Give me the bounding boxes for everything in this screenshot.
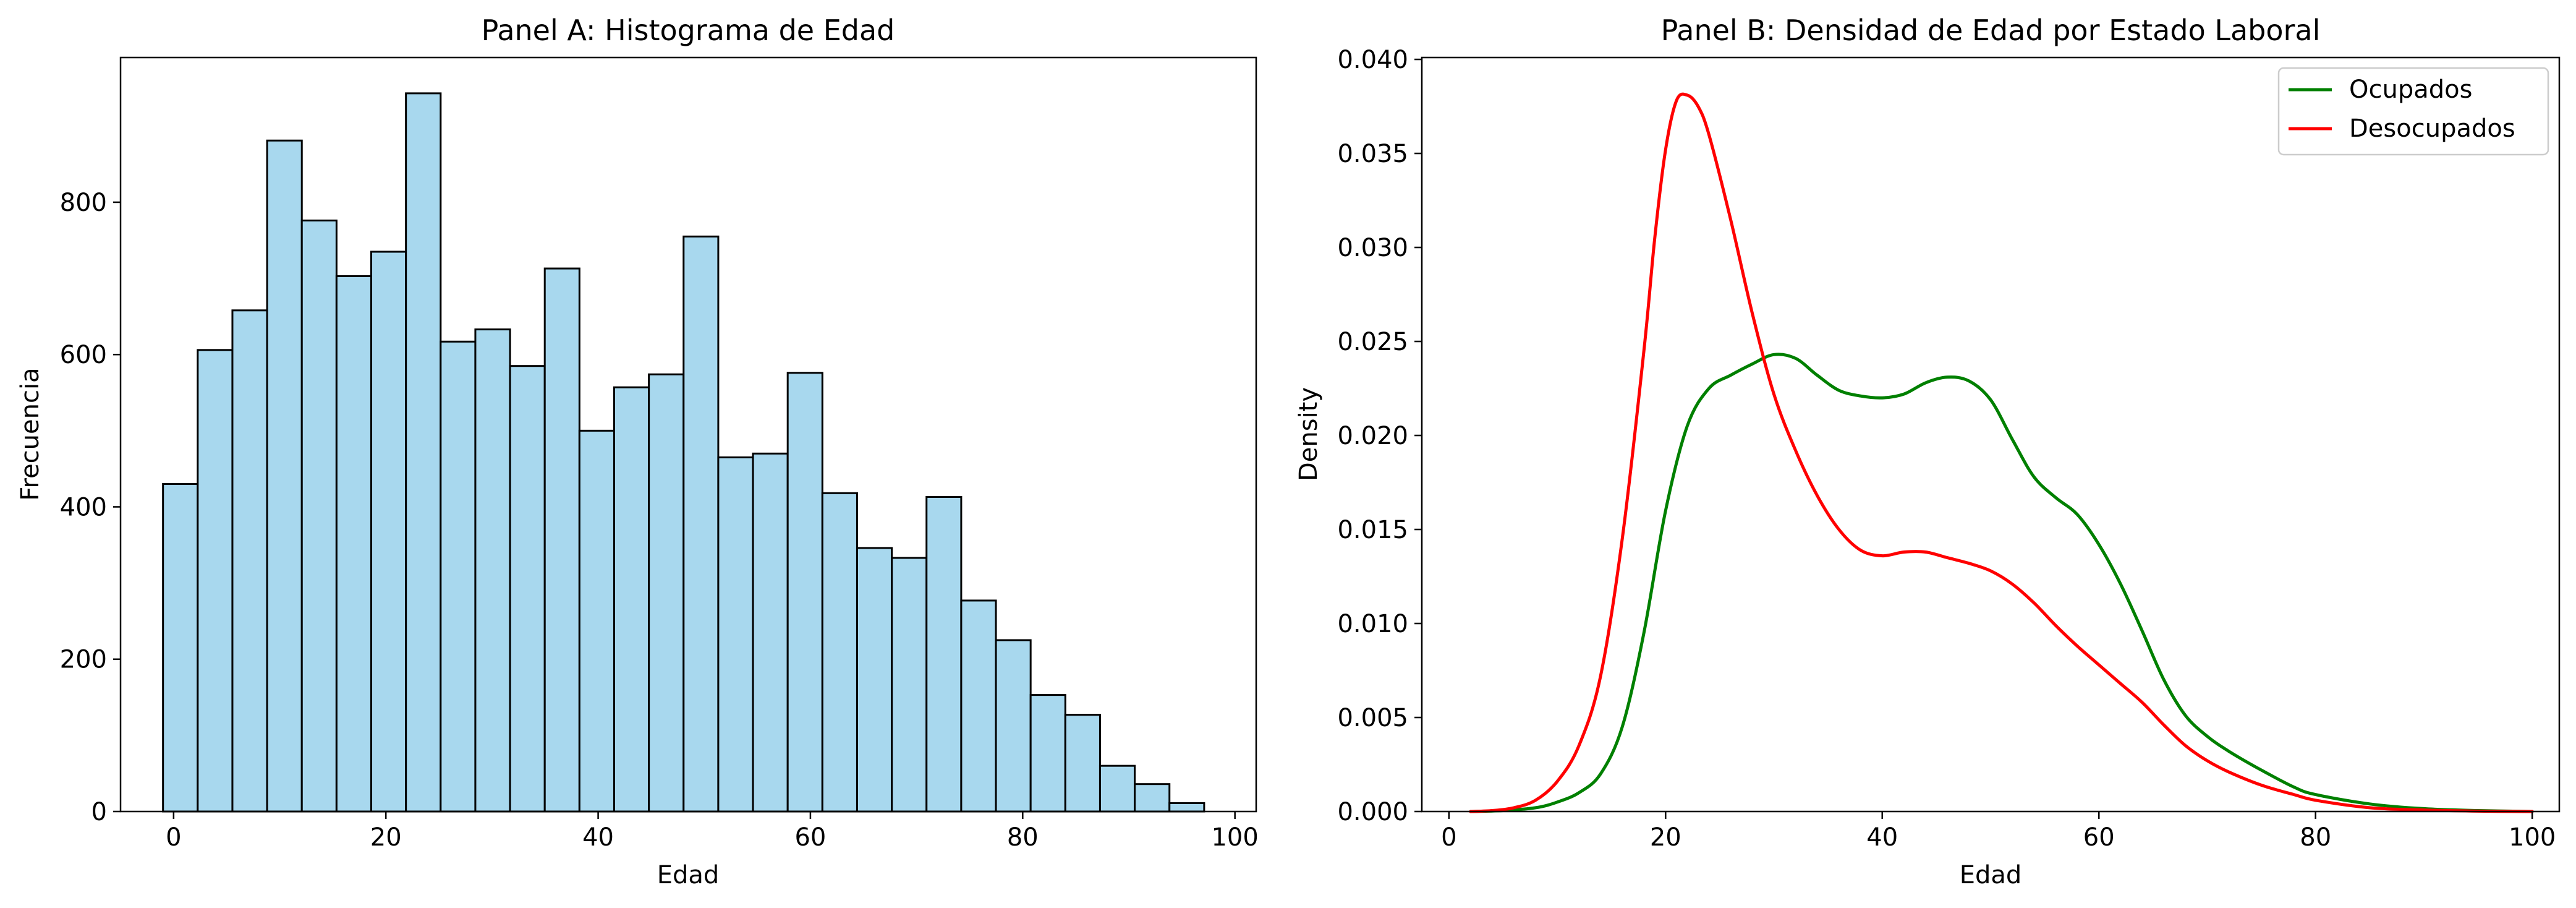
legend-desocupados-label: Desocupados (2349, 114, 2515, 143)
panel-b-legend: Ocupados Desocupados (2277, 67, 2549, 156)
histogram-bar (1134, 783, 1171, 813)
panel-b-x-ticks: 0 20 40 60 80 100 (1441, 812, 2556, 852)
x-tick-label: 40 (1866, 823, 1898, 852)
x-tick-label: 0 (1441, 823, 1456, 852)
legend-box (2277, 67, 2549, 156)
panel-a-frame (119, 56, 1257, 813)
y-tick-label: 0.005 (1337, 704, 1408, 732)
x-tick-label: 100 (2509, 823, 2556, 852)
x-tick-label: 60 (2083, 823, 2115, 852)
x-tick-label: 20 (1650, 823, 1681, 852)
histogram-bar (925, 495, 963, 813)
histogram-bar (960, 599, 997, 813)
legend-ocupados-label: Ocupados (2349, 75, 2472, 104)
density-line-desocupados (1469, 92, 2534, 813)
histogram-bar (370, 251, 407, 813)
panel-a-title: Panel A: Histograma de Edad (482, 14, 895, 47)
histogram-bar (717, 456, 754, 813)
histogram-bar (1064, 714, 1101, 813)
histogram-bar (335, 275, 373, 813)
panel-a-bars (162, 92, 1205, 813)
histogram-bar (891, 557, 928, 813)
y-tick-label: 0.040 (1337, 46, 1408, 74)
histogram-bar (1099, 765, 1136, 813)
histogram-bar (856, 547, 893, 813)
histogram-bar (405, 92, 442, 813)
panel-a: Panel A: Histograma de Edad 0 20 40 60 80 100… (16, 14, 1259, 889)
panel-b: Panel B: Densidad de Edad por Estado Lab… (1294, 14, 2561, 889)
histogram-bar (786, 372, 823, 813)
panel-a-x-axis-label: Edad (657, 861, 720, 889)
y-tick-label: 0.030 (1337, 234, 1408, 262)
histogram-bar (821, 492, 858, 813)
histogram-bar (197, 349, 234, 813)
histogram-bar (440, 340, 477, 813)
histogram-bar (682, 235, 720, 813)
y-tick-label: 0.035 (1337, 140, 1408, 168)
x-tick-label: 80 (2300, 823, 2331, 852)
panel-b-title: Panel B: Densidad de Edad por Estado Lab… (1661, 14, 2321, 47)
histogram-bar (648, 373, 685, 813)
y-tick-label: 0 (91, 798, 107, 826)
x-tick-label: 60 (794, 823, 826, 852)
histogram-bar (613, 386, 650, 813)
x-tick-label: 80 (1007, 823, 1039, 852)
x-tick-label: 0 (166, 823, 181, 852)
x-tick-label: 40 (582, 823, 614, 852)
y-tick-label: 0.015 (1337, 516, 1408, 544)
histogram-bar (752, 452, 789, 813)
histogram-bar (162, 483, 199, 813)
y-tick-label: 0.010 (1337, 610, 1408, 638)
panel-b-frame (1421, 56, 2561, 813)
histogram-bar (1168, 802, 1205, 813)
panel-b-x-axis-label: Edad (1960, 861, 2022, 889)
histogram-bar (995, 639, 1032, 813)
y-tick-label: 200 (60, 646, 107, 674)
panel-a-y-ticks: 0 200 400 600 800 (60, 189, 121, 826)
histogram-bar (474, 328, 511, 813)
histogram-bar (578, 429, 615, 813)
histogram-bar (300, 220, 338, 813)
panel-a-y-axis-label: Frecuencia (16, 367, 45, 500)
panel-a-x-ticks: 0 20 40 60 80 100 (166, 812, 1259, 852)
x-tick-label: 100 (1211, 823, 1258, 852)
histogram-bar (1029, 694, 1066, 813)
panel-b-lines (1469, 92, 2534, 813)
panel-b-y-ticks: 0.000 0.005 0.010 0.015 0.020 0.025 0.030 0.035… (1337, 46, 1422, 826)
y-tick-label: 800 (60, 189, 107, 217)
y-tick-label: 0.020 (1337, 422, 1408, 450)
x-tick-label: 20 (370, 823, 402, 852)
y-tick-label: 600 (60, 341, 107, 369)
density-line-ocupados (1469, 353, 2534, 813)
panel-b-y-axis-label: Density (1294, 387, 1323, 481)
histogram-bar (266, 139, 303, 813)
y-tick-label: 400 (60, 493, 107, 521)
y-tick-label: 0.025 (1337, 328, 1408, 356)
histogram-bar (543, 267, 580, 813)
histogram-bar (509, 365, 546, 813)
histogram-bar (231, 309, 268, 813)
y-tick-label: 0.000 (1337, 798, 1408, 826)
